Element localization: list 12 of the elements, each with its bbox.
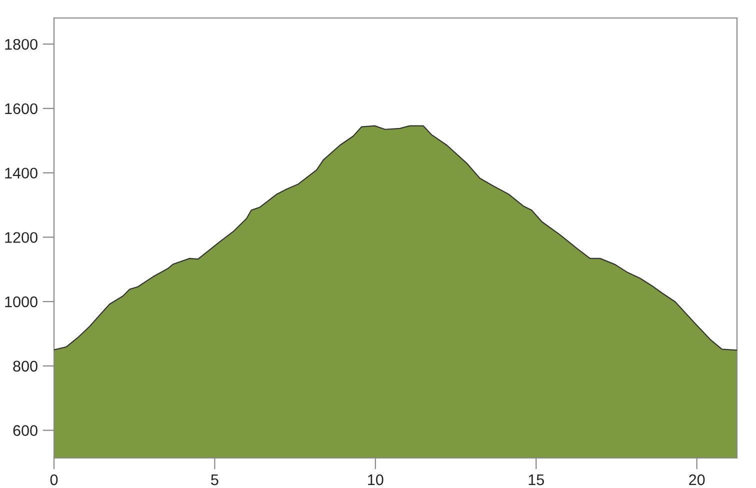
y-tick-label: 1000 <box>5 296 38 308</box>
x-tick-label: 10 <box>368 474 384 486</box>
y-tick-label: 1200 <box>5 232 38 243</box>
x-tick-label: 15 <box>528 474 544 486</box>
y-tick-label: 1600 <box>5 103 38 114</box>
x-tick-label: 5 <box>211 474 218 486</box>
y-tick-label: 800 <box>13 360 38 372</box>
x-tick-label: 0 <box>50 474 58 486</box>
x-tick-label: 20 <box>689 474 705 486</box>
y-tick-label: 600 <box>13 425 38 436</box>
y-tick-label: 1400 <box>5 168 38 179</box>
y-tick-label: 1800 <box>5 38 38 50</box>
